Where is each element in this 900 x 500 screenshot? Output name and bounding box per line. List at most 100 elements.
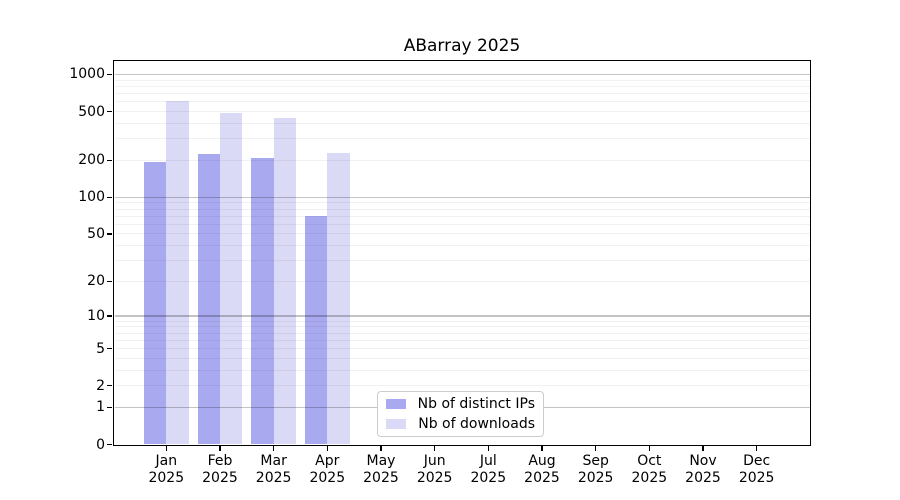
y-tick-label: 20 [87,273,105,290]
x-tick-label-sep: Sep 2025 [566,453,626,487]
x-tick-year: 2025 [631,470,668,486]
bar-nb-of-downloads-apr [327,153,350,445]
x-tick-year: 2025 [363,470,399,486]
x-tick-month: Apr [315,453,340,469]
legend-label-distinct-ips: Nb of distinct IPs [417,396,535,412]
x-tick-label-jan: Jan 2025 [136,453,196,487]
gridline-minor [114,138,810,140]
x-tick-year: 2025 [577,470,614,486]
x-tick-year: 2025 [202,470,238,486]
y-tick-mark [107,347,112,350]
y-tick-label: 0 [96,436,105,453]
y-tick-label: 200 [78,152,105,169]
gridline-minor [114,260,810,262]
gridline-minor [114,369,810,371]
x-tick-year: 2025 [255,470,292,486]
gridline-minor [114,208,810,210]
x-tick-mark [487,446,490,451]
gridline-minor [114,280,810,282]
x-tick-mark [594,446,597,451]
x-tick-mark [755,446,758,451]
gridline-minor [114,85,810,87]
gridline-minor [114,93,810,95]
gridline-minor [114,223,810,225]
x-tick-year: 2025 [148,470,185,486]
gridline-minor [114,233,810,235]
y-tick-label: 2 [96,377,105,394]
x-tick-year: 2025 [524,470,560,486]
x-tick-month: Mar [260,453,287,469]
bar-nb-of-downloads-feb [219,112,243,445]
gridline-minor [114,79,810,81]
y-tick-mark [107,315,112,317]
y-tick-label: 100 [78,189,105,206]
y-tick-mark [107,159,112,162]
gridline-minor [114,385,810,387]
x-tick-label-nov: Nov 2025 [673,453,733,487]
x-tick-year: 2025 [309,470,346,486]
x-tick-label-apr: Apr 2025 [297,453,357,487]
x-tick-month: Oct [637,453,662,469]
gridline-minor [114,159,810,161]
bar-nb-of-distinct-ips-apr [304,216,328,445]
gridline-minor [114,245,810,247]
x-tick-label-mar: Mar 2025 [244,453,304,487]
x-tick-mark [648,446,651,451]
legend-item-distinct-ips: Nb of distinct IPs [386,396,535,412]
y-tick-mark [107,406,112,409]
y-tick-mark [107,384,112,387]
y-tick-label: 1 [96,399,105,416]
legend: Nb of distinct IPs Nb of downloads [377,391,544,437]
x-tick-mark [326,446,329,451]
x-tick-month: Jan [155,453,178,469]
legend-swatch-downloads [386,418,407,430]
bar-nb-of-downloads-mar [273,117,297,445]
x-tick-month: Jun [423,453,446,469]
legend-swatch-distinct-ips [386,398,406,410]
x-tick-label-jun: Jun 2025 [405,453,465,487]
gridline-minor [114,111,810,113]
bar-nb-of-downloads-jan [166,101,189,445]
gridline-major [114,196,810,199]
gridline-minor [114,326,810,328]
y-tick-mark [107,233,112,235]
bar-nb-of-distinct-ips-jan [143,161,167,445]
gridline-minor [114,215,810,217]
y-tick-label: 50 [87,225,105,242]
x-tick-month: Aug [528,453,556,469]
x-tick-month: Dec [743,453,771,469]
x-tick-label-dec: Dec 2025 [727,453,787,487]
y-tick-label: 1000 [69,66,105,83]
y-tick-mark [107,443,112,446]
x-tick-label-jul: Jul 2025 [458,453,518,487]
bar-nb-of-distinct-ips-feb [197,154,220,445]
x-tick-mark [272,446,275,451]
gridline-minor [114,357,810,359]
gridline-minor [114,339,810,341]
y-tick-label: 5 [96,340,105,357]
gridline-minor [114,332,810,334]
x-tick-mark [165,446,168,451]
x-tick-month: Feb [207,453,233,469]
y-tick-mark [107,73,112,76]
x-tick-month: Sep [582,453,609,469]
chart-title: ABarray 2025 [403,36,521,56]
x-tick-mark [380,446,382,451]
x-tick-mark [541,446,543,451]
x-tick-month: Jul [479,453,497,469]
x-tick-month: May [366,453,396,469]
x-tick-year: 2025 [416,470,453,486]
bar-nb-of-distinct-ips-mar [251,158,274,445]
gridline-minor [114,320,810,322]
x-tick-label-aug: Aug 2025 [512,453,572,487]
x-tick-mark [702,446,704,451]
x-tick-mark [219,446,221,451]
x-tick-label-may: May 2025 [351,453,411,487]
x-tick-year: 2025 [738,470,775,486]
gridline-major [114,315,810,317]
gridline-minor [114,348,810,350]
gridline-minor [114,202,810,204]
y-tick-mark [107,196,112,199]
gridline-minor [114,101,810,103]
